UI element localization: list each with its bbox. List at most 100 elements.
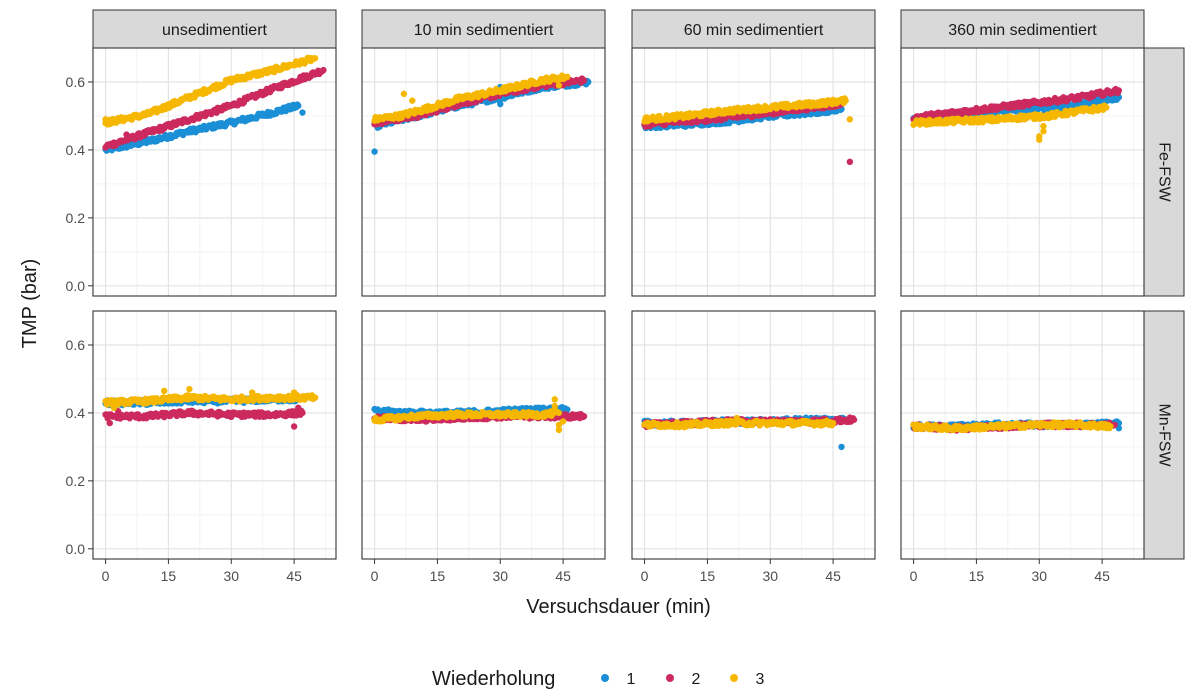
data-point-series-3 — [102, 116, 109, 123]
legend-key-1 — [601, 674, 609, 682]
data-point-series-1 — [564, 406, 571, 413]
panel-background — [93, 311, 336, 559]
data-point-series-2 — [846, 158, 854, 166]
facet-strip-column — [361, 9, 606, 49]
facet-panel — [92, 310, 337, 560]
facet-strip-column — [92, 9, 337, 49]
x-tick-label: 0 — [102, 568, 110, 584]
legend: Wiederholung 1 2 3 — [432, 668, 765, 690]
data-point-series-1 — [838, 443, 845, 451]
data-point-series-3 — [555, 82, 563, 89]
x-tick-label: 30 — [223, 568, 239, 584]
facet-strip-column-label: 360 min sedimentiert — [948, 22, 1097, 39]
data-point-series-2 — [580, 77, 588, 84]
facet-panel — [631, 310, 876, 560]
data-point-series-2 — [580, 413, 588, 420]
data-point-series-3 — [186, 385, 193, 393]
data-point-series-3 — [400, 90, 408, 98]
x-tick-label: 15 — [700, 568, 716, 584]
y-tick-label: 0.4 — [66, 405, 86, 421]
data-point-series-3 — [1040, 128, 1047, 135]
legend-title: Wiederholung — [432, 668, 555, 690]
panel-border — [92, 47, 337, 297]
y-tick-label: 0.2 — [66, 210, 86, 226]
x-tick-label: 15 — [969, 568, 985, 584]
data-point-series-3 — [551, 396, 558, 403]
y-axis-title: TMP (bar) — [19, 259, 41, 349]
panel-border — [92, 310, 337, 560]
panel-background — [362, 311, 605, 559]
data-point-series-2 — [295, 404, 302, 412]
facet-strip-column — [900, 9, 1145, 49]
x-tick-label: 0 — [371, 568, 379, 584]
data-point-series-3 — [161, 387, 168, 395]
panel-background — [632, 311, 875, 559]
facet-panel — [361, 310, 606, 560]
y-tick-label: 0.0 — [66, 541, 86, 557]
facet-strip-column — [631, 9, 876, 49]
y-tick-label: 0.0 — [66, 278, 86, 294]
x-tick-label: 15 — [161, 568, 177, 584]
x-tick-label: 45 — [1094, 568, 1110, 584]
y-tick-label: 0.2 — [66, 473, 86, 489]
data-point-series-3 — [409, 97, 416, 104]
data-point-series-3 — [1036, 136, 1043, 143]
data-point-series-3 — [1103, 104, 1110, 111]
data-point-series-3 — [733, 414, 740, 422]
x-tick-label: 15 — [430, 568, 446, 584]
panel-border — [900, 310, 1145, 560]
x-tick-label: 30 — [762, 568, 778, 584]
data-point-series-3 — [1107, 423, 1114, 430]
y-tick-label: 0.6 — [66, 337, 86, 353]
facet-strip-column-label: 60 min sedimentiert — [684, 22, 824, 39]
facet-strip-column-label: 10 min sedimentiert — [414, 22, 554, 39]
data-point-series-3 — [564, 73, 571, 81]
legend-label: 2 — [692, 671, 701, 688]
data-point-series-1 — [299, 109, 306, 116]
data-point-series-1 — [295, 102, 302, 109]
facet-panel — [631, 47, 876, 297]
legend-label: 1 — [627, 671, 636, 688]
panel-background — [901, 311, 1144, 559]
facet-panel — [900, 47, 1145, 297]
data-point-series-3 — [311, 54, 319, 62]
data-point-series-3 — [110, 404, 118, 412]
data-point-series-3 — [290, 389, 298, 396]
panel-background — [901, 48, 1144, 296]
facet-strip-column-label: unsedimentiert — [162, 22, 268, 39]
data-point-series-3 — [311, 394, 319, 401]
data-point-series-3 — [943, 426, 951, 434]
y-tick-label: 0.6 — [66, 74, 86, 90]
y-tick-label: 0.4 — [66, 142, 86, 158]
x-tick-label: 30 — [492, 568, 508, 584]
x-tick-label: 45 — [555, 568, 571, 584]
panel-background — [632, 48, 875, 296]
panel-border — [631, 310, 876, 560]
facet-strip-row — [1143, 47, 1185, 297]
facet-strip-row-label: Fe-FSW — [1156, 142, 1173, 202]
panel-border — [361, 310, 606, 560]
data-point-series-2 — [1115, 87, 1123, 94]
panel-border — [631, 47, 876, 297]
legend-key-3 — [730, 674, 738, 682]
data-point-series-3 — [842, 97, 849, 104]
data-point-series-3 — [559, 418, 567, 425]
data-point-series-3 — [551, 402, 558, 410]
data-point-series-2 — [106, 419, 113, 427]
data-point-series-2 — [850, 416, 858, 423]
facet-panel — [361, 47, 606, 297]
x-tick-label: 45 — [286, 568, 302, 584]
data-point-series-1 — [371, 148, 378, 155]
x-tick-label: 45 — [825, 568, 841, 584]
x-tick-label: 0 — [910, 568, 918, 584]
panel-border — [361, 47, 606, 297]
data-point-series-2 — [320, 66, 327, 74]
data-point-series-2 — [290, 423, 298, 430]
legend-label: 3 — [756, 671, 765, 688]
data-point-series-3 — [1036, 112, 1043, 120]
data-point-series-3 — [846, 116, 854, 123]
legend-key-2 — [666, 674, 674, 682]
facet-panel — [92, 47, 337, 297]
data-point-series-1 — [497, 100, 504, 108]
data-point-series-2 — [123, 131, 130, 138]
